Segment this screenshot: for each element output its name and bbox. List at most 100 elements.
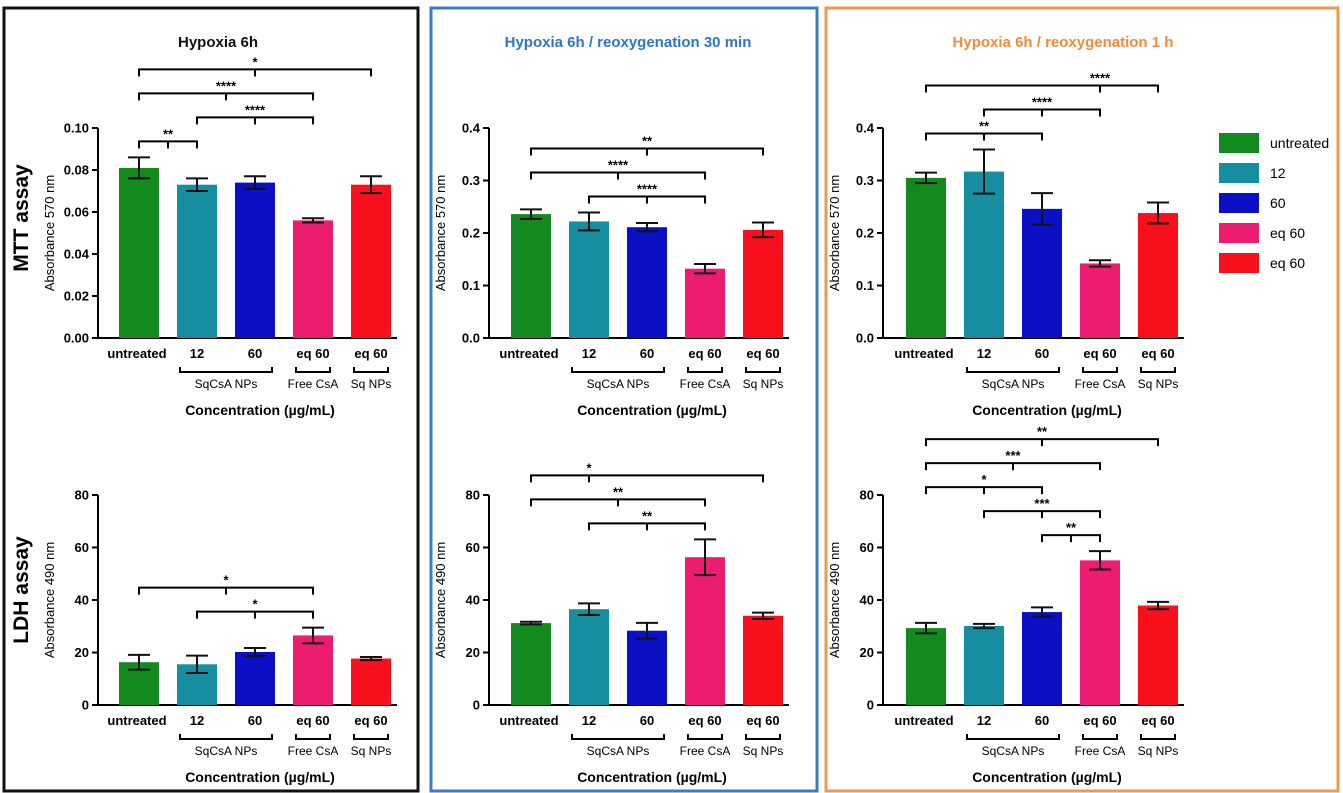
significance-bracket bbox=[588, 522, 706, 531]
group-label: Sq NPs bbox=[1138, 377, 1179, 391]
x-tick-label: untreated bbox=[894, 713, 953, 728]
y-tick-label: 0.00 bbox=[64, 331, 89, 346]
bar bbox=[569, 221, 609, 338]
legend-swatch-2 bbox=[1219, 163, 1259, 183]
group-label: Free CsA bbox=[1075, 744, 1126, 758]
row-label-2: LDH assay bbox=[10, 536, 33, 644]
significance-bracket bbox=[530, 498, 706, 507]
group-label: Free CsA bbox=[288, 744, 339, 758]
chart-ldh-3: 0 20 40 60 80 Absorbance 490 nm untreated 12 60 e… bbox=[827, 424, 1184, 785]
group-bracket bbox=[571, 367, 665, 373]
x-tick-label: untreated bbox=[894, 346, 953, 361]
group-label: Sq NPs bbox=[1138, 744, 1179, 758]
group-label: SqCsA NPs bbox=[195, 744, 258, 758]
significance-label: * bbox=[223, 573, 229, 588]
x-tick-label: 60 bbox=[248, 713, 262, 728]
y-axis-label: Absorbance 490 nm bbox=[433, 542, 448, 658]
bar bbox=[351, 658, 391, 705]
y-tick-label: 0 bbox=[82, 698, 89, 713]
y-tick-label: 0.06 bbox=[64, 205, 89, 220]
significance-label: **** bbox=[1032, 95, 1053, 110]
significance-label: ** bbox=[1037, 424, 1048, 439]
x-axis-title: Concentration (µg/mL) bbox=[577, 769, 727, 785]
legend: untreated 12 60 eq 60 eq 60 bbox=[1219, 133, 1329, 273]
x-tick-label: 12 bbox=[977, 713, 991, 728]
y-axis-label: Absorbance 490 nm bbox=[827, 542, 842, 658]
panel-frame-3 bbox=[824, 6, 1340, 793]
x-axis-title: Concentration (µg/mL) bbox=[972, 769, 1122, 785]
group-bracket bbox=[571, 734, 665, 740]
bar bbox=[351, 184, 391, 338]
x-tick-label: 60 bbox=[640, 713, 654, 728]
group-bracket bbox=[1140, 367, 1176, 373]
x-tick-label: 12 bbox=[190, 713, 204, 728]
y-tick-label: 60 bbox=[75, 540, 89, 555]
significance-bracket bbox=[925, 84, 1159, 93]
y-axis-label: Absorbance 570 nm bbox=[433, 175, 448, 291]
significance-label: * bbox=[981, 472, 987, 487]
significance-label: **** bbox=[245, 102, 266, 117]
significance-label: **** bbox=[1090, 71, 1111, 86]
bar bbox=[743, 615, 783, 705]
x-tick-label: eq 60 bbox=[746, 713, 779, 728]
significance-label: **** bbox=[216, 78, 237, 93]
group-bracket bbox=[353, 367, 389, 373]
significance-label: ** bbox=[613, 484, 624, 499]
y-tick-label: 0.02 bbox=[64, 289, 89, 304]
x-axis-title: Concentration (µg/mL) bbox=[972, 402, 1122, 418]
panel-frame-1 bbox=[2, 6, 420, 793]
x-tick-label: 12 bbox=[582, 713, 596, 728]
legend-swatch-4 bbox=[1219, 223, 1259, 243]
bar bbox=[511, 623, 551, 705]
x-tick-label: 12 bbox=[582, 346, 596, 361]
group-bracket bbox=[179, 367, 273, 373]
x-tick-label: eq 60 bbox=[1141, 346, 1174, 361]
y-tick-label: 40 bbox=[75, 593, 89, 608]
group-bracket bbox=[353, 734, 389, 740]
y-tick-label: 40 bbox=[860, 593, 874, 608]
y-tick-label: 0.1 bbox=[856, 278, 874, 293]
group-label: SqCsA NPs bbox=[587, 377, 650, 391]
group-bracket bbox=[1140, 734, 1176, 740]
y-tick-label: 0.08 bbox=[64, 163, 89, 178]
bar bbox=[964, 625, 1004, 705]
group-label: SqCsA NPs bbox=[587, 744, 650, 758]
bar bbox=[293, 635, 333, 705]
group-label: Sq NPs bbox=[743, 377, 784, 391]
bar bbox=[1138, 213, 1178, 338]
significance-label: * bbox=[586, 460, 592, 475]
x-axis-title: Concentration (µg/mL) bbox=[185, 402, 335, 418]
chart-mtt-1: 0.00 0.02 0.04 0.06 0.08 0.10 Absorbance 570 n… bbox=[42, 54, 397, 418]
bar bbox=[1080, 560, 1120, 705]
bar bbox=[685, 268, 725, 338]
group-bracket bbox=[745, 367, 781, 373]
chart-ldh-2: 0 20 40 60 80 Absorbance 490 nm untreated 12 60 e… bbox=[433, 460, 789, 785]
group-bracket bbox=[179, 734, 273, 740]
x-tick-label: 60 bbox=[640, 346, 654, 361]
y-tick-label: 0.10 bbox=[64, 121, 89, 136]
bar bbox=[235, 651, 275, 705]
bar bbox=[1022, 208, 1062, 338]
y-tick-label: 20 bbox=[75, 645, 89, 660]
group-bracket bbox=[745, 734, 781, 740]
y-tick-label: 0.2 bbox=[856, 226, 874, 241]
legend-label-1: untreated bbox=[1270, 135, 1329, 151]
x-axis-title: Concentration (µg/mL) bbox=[185, 769, 335, 785]
panel-title-1: Hypoxia 6h bbox=[178, 34, 258, 51]
y-tick-label: 20 bbox=[466, 645, 480, 660]
x-tick-label: eq 60 bbox=[354, 713, 387, 728]
x-tick-label: 60 bbox=[1035, 346, 1049, 361]
bar bbox=[1138, 605, 1178, 705]
panel-title-2: Hypoxia 6h / reoxygenation 30 min bbox=[505, 34, 752, 51]
y-tick-label: 80 bbox=[466, 488, 480, 503]
group-bracket bbox=[1082, 367, 1118, 373]
y-axis-label: Absorbance 490 nm bbox=[42, 542, 57, 658]
group-bracket bbox=[687, 734, 723, 740]
group-label: SqCsA NPs bbox=[195, 377, 258, 391]
y-tick-label: 0.04 bbox=[64, 247, 90, 262]
x-tick-label: 60 bbox=[248, 346, 262, 361]
group-label: Free CsA bbox=[680, 744, 731, 758]
x-tick-label: eq 60 bbox=[688, 346, 721, 361]
significance-label: **** bbox=[608, 158, 629, 173]
